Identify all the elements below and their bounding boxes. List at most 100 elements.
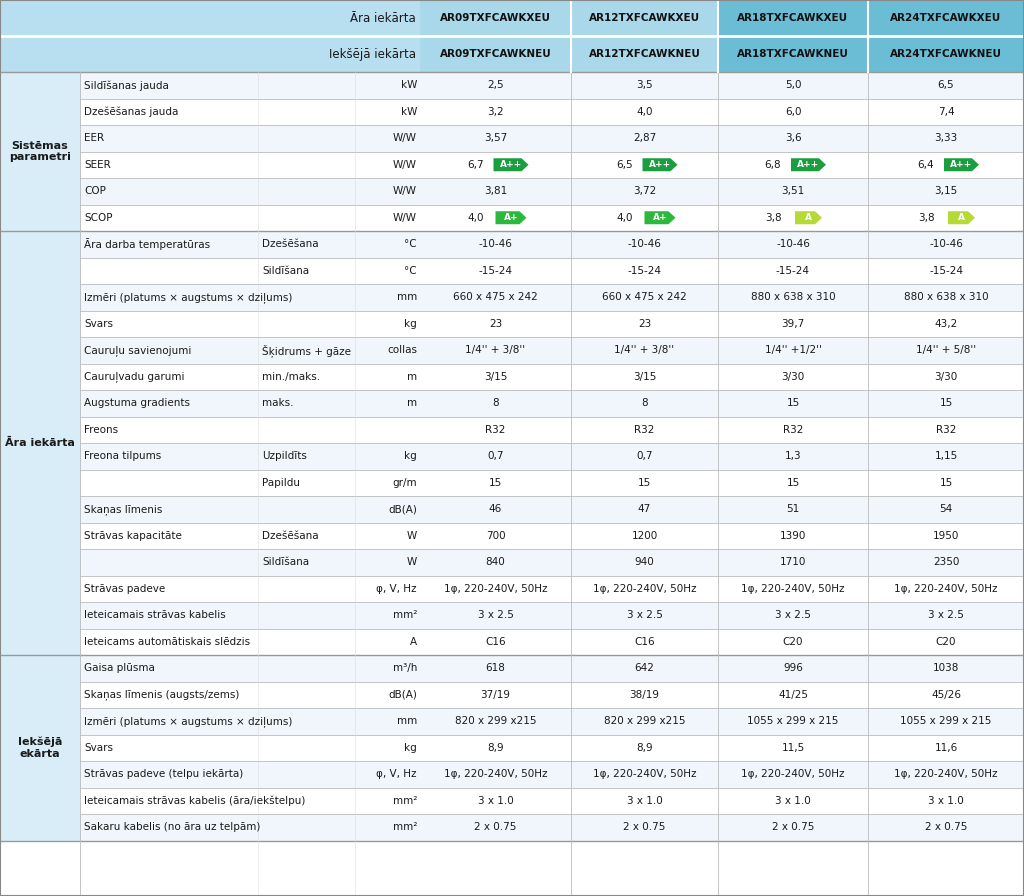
Text: Svars: Svars [84, 743, 113, 753]
Text: 3,6: 3,6 [784, 134, 802, 143]
Text: Strāvas padeve (telpu iekārta): Strāvas padeve (telpu iekārta) [84, 770, 244, 780]
Text: 1055 x 299 x 215: 1055 x 299 x 215 [900, 716, 991, 727]
Text: 15: 15 [786, 398, 800, 409]
Text: 4,0: 4,0 [467, 212, 483, 223]
Text: 11,6: 11,6 [934, 743, 957, 753]
Text: 3/15: 3/15 [633, 372, 656, 382]
Bar [420, 602, 571, 628]
Text: SCOP: SCOP [84, 212, 113, 223]
Text: 1φ, 220-240V, 50Hz: 1φ, 220-240V, 50Hz [894, 770, 997, 780]
Bar [0, 735, 80, 761]
Bar [571, 602, 718, 628]
Bar [571, 99, 718, 125]
Bar [571, 522, 718, 549]
Text: Strāvas kapacitāte: Strāvas kapacitāte [84, 530, 182, 541]
Text: m³/h: m³/h [392, 663, 417, 673]
Text: Papildu: Papildu [262, 478, 300, 487]
Bar [718, 470, 868, 496]
Bar [571, 575, 718, 602]
Text: 4,0: 4,0 [616, 212, 633, 223]
Text: dB(A): dB(A) [388, 690, 417, 700]
Bar [80, 390, 420, 417]
Text: -15-24: -15-24 [929, 266, 963, 276]
Bar [718, 390, 868, 417]
Bar [80, 549, 420, 575]
Polygon shape [644, 211, 676, 224]
Text: min./maks.: min./maks. [262, 372, 321, 382]
Text: 41/25: 41/25 [778, 690, 808, 700]
Text: R32: R32 [485, 425, 506, 435]
Bar [80, 311, 420, 337]
Bar [718, 761, 868, 788]
Bar [80, 708, 420, 735]
Text: Ieteicamais strāvas kabelis: Ieteicamais strāvas kabelis [84, 610, 225, 620]
Bar [868, 231, 1024, 257]
Bar [80, 72, 420, 99]
Text: mm: mm [396, 292, 417, 302]
Bar [868, 761, 1024, 788]
Text: 820 x 299 x215: 820 x 299 x215 [604, 716, 685, 727]
Text: 3,51: 3,51 [781, 186, 805, 196]
Text: 3,33: 3,33 [934, 134, 957, 143]
Bar [420, 337, 571, 364]
Text: 0,7: 0,7 [487, 452, 504, 461]
Bar [0, 708, 80, 735]
Text: -10-46: -10-46 [929, 239, 963, 249]
Text: Sildīšanas jauda: Sildīšanas jauda [84, 80, 169, 90]
Text: 38/19: 38/19 [630, 690, 659, 700]
Text: A: A [805, 213, 812, 222]
Text: 11,5: 11,5 [781, 743, 805, 753]
Text: R32: R32 [936, 425, 956, 435]
Bar [0, 364, 80, 390]
Bar [0, 814, 80, 840]
Text: -15-24: -15-24 [478, 266, 512, 276]
Bar [0, 231, 80, 257]
Bar [420, 655, 571, 682]
Bar [80, 364, 420, 390]
Bar [571, 761, 718, 788]
Bar [420, 522, 571, 549]
Text: SEER: SEER [84, 159, 111, 169]
Bar [718, 151, 868, 178]
Bar [868, 337, 1024, 364]
Bar [718, 575, 868, 602]
Text: Strāvas padeve: Strāvas padeve [84, 584, 165, 594]
Bar [571, 735, 718, 761]
Text: 6,7: 6,7 [467, 159, 483, 169]
Bar [868, 708, 1024, 735]
Bar [868, 125, 1024, 151]
Text: 3 x 1.0: 3 x 1.0 [477, 796, 513, 806]
Text: 51: 51 [786, 504, 800, 514]
Text: R32: R32 [634, 425, 654, 435]
Text: 1φ, 220-240V, 50Hz: 1φ, 220-240V, 50Hz [593, 584, 696, 594]
Bar [718, 735, 868, 761]
Text: Freona tilpums: Freona tilpums [84, 452, 161, 461]
Text: 820 x 299 x215: 820 x 299 x215 [455, 716, 537, 727]
Bar [0, 417, 80, 443]
Bar [420, 36, 571, 72]
Text: 1710: 1710 [780, 557, 806, 567]
Text: 3 x 1.0: 3 x 1.0 [775, 796, 811, 806]
Bar [571, 364, 718, 390]
Text: 700: 700 [485, 530, 505, 541]
Text: kg: kg [404, 452, 417, 461]
Text: 6,5: 6,5 [616, 159, 633, 169]
Text: Sakaru kabelis (no āra uz telpām): Sakaru kabelis (no āra uz telpām) [84, 823, 260, 832]
Text: Cauruļvadu garumi: Cauruļvadu garumi [84, 371, 184, 383]
Text: 2 x 0.75: 2 x 0.75 [772, 823, 814, 832]
Bar [868, 72, 1024, 99]
Bar [420, 628, 571, 655]
Text: W: W [407, 557, 417, 567]
Text: kW: kW [400, 81, 417, 90]
Bar [571, 311, 718, 337]
Text: 880 x 638 x 310: 880 x 638 x 310 [751, 292, 836, 302]
Bar [718, 496, 868, 522]
Bar [420, 151, 571, 178]
Text: 3/30: 3/30 [934, 372, 957, 382]
Bar [80, 99, 420, 125]
Text: 2 x 0.75: 2 x 0.75 [925, 823, 968, 832]
Bar [0, 470, 80, 496]
Text: Dzešēšanas jauda: Dzešēšanas jauda [84, 107, 178, 117]
Bar [571, 284, 718, 311]
Bar [0, 231, 80, 655]
